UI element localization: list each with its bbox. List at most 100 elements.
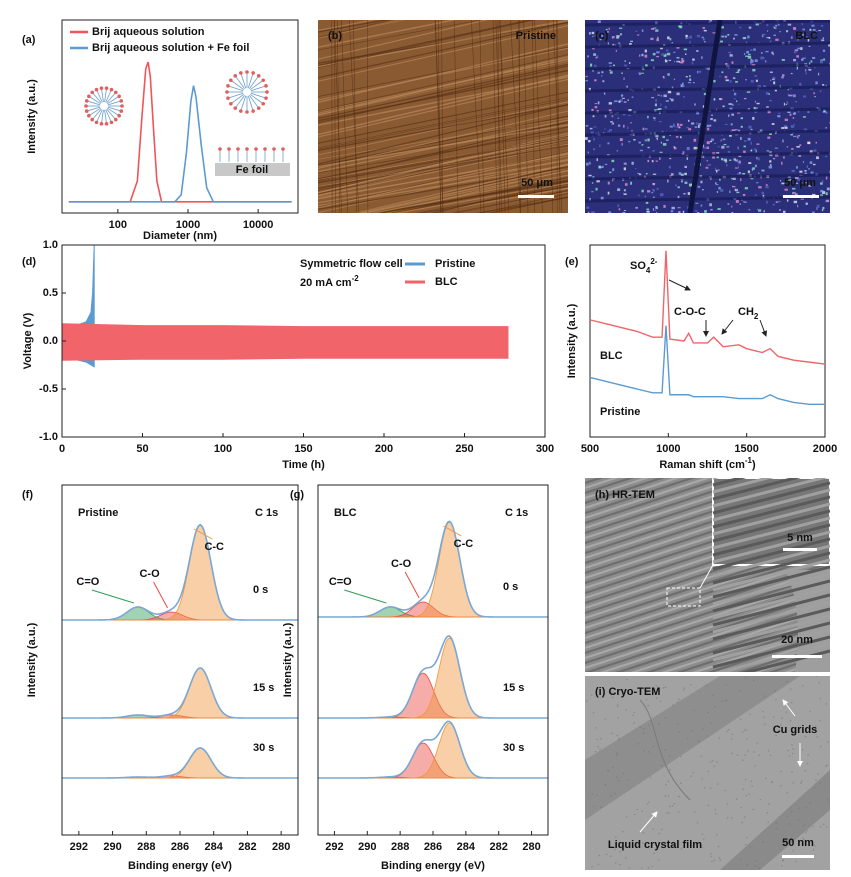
texture xyxy=(752,116,755,120)
texture xyxy=(682,210,685,213)
texture xyxy=(608,211,612,213)
time-label: 15 s xyxy=(253,682,274,694)
texture xyxy=(731,212,734,213)
surfactant xyxy=(227,85,244,92)
texture xyxy=(809,88,814,90)
head xyxy=(119,99,124,103)
texture xyxy=(762,85,767,87)
texture xyxy=(781,58,785,61)
x-tick-label: 290 xyxy=(358,841,376,853)
texture xyxy=(785,711,788,714)
texture xyxy=(585,253,830,333)
texture xyxy=(706,160,709,162)
texture xyxy=(616,754,619,757)
texture xyxy=(773,26,775,28)
texture xyxy=(585,478,666,505)
texture xyxy=(712,495,830,529)
texture xyxy=(735,798,738,801)
texture xyxy=(712,156,716,159)
texture xyxy=(779,179,782,182)
texture xyxy=(479,20,485,213)
texture xyxy=(651,28,655,30)
texture xyxy=(609,65,612,67)
texture xyxy=(733,92,737,96)
texture xyxy=(596,158,598,162)
text-part: -2 xyxy=(352,274,360,283)
texture xyxy=(591,191,594,193)
texture xyxy=(697,740,700,743)
texture xyxy=(628,140,631,143)
texture xyxy=(722,138,726,141)
texture xyxy=(619,863,621,866)
texture xyxy=(638,194,640,197)
texture xyxy=(318,65,568,124)
texture xyxy=(683,96,686,98)
texture xyxy=(318,20,483,51)
texture xyxy=(649,776,652,779)
texture xyxy=(820,24,824,27)
sample-label: BLC xyxy=(334,507,357,519)
component-label: C-O xyxy=(391,558,412,570)
texture xyxy=(587,211,590,213)
texture xyxy=(336,20,341,213)
texture xyxy=(809,150,813,154)
texture xyxy=(729,190,731,194)
texture xyxy=(588,139,591,143)
texture xyxy=(657,36,659,40)
surfactant xyxy=(250,92,267,99)
texture xyxy=(617,188,621,191)
texture xyxy=(608,62,613,64)
texture xyxy=(756,208,760,211)
texture xyxy=(790,133,793,136)
x-axis-label: Time (h) xyxy=(282,459,325,471)
texture xyxy=(737,146,739,150)
texture xyxy=(689,40,691,44)
texture xyxy=(675,136,679,138)
texture xyxy=(819,60,824,64)
texture xyxy=(712,614,830,648)
texture xyxy=(807,754,809,756)
texture xyxy=(655,160,658,162)
texture xyxy=(624,183,628,186)
texture xyxy=(626,778,629,781)
texture xyxy=(750,79,754,83)
texture xyxy=(644,49,647,53)
surfactant xyxy=(91,92,102,104)
texture xyxy=(763,723,766,726)
surfactant xyxy=(105,109,112,123)
texture xyxy=(804,169,807,172)
texture xyxy=(318,101,568,156)
texture xyxy=(743,150,746,154)
texture xyxy=(767,749,770,752)
texture xyxy=(746,863,748,866)
texture xyxy=(750,49,753,52)
time-label: 0 s xyxy=(503,581,518,593)
texture xyxy=(670,98,674,102)
texture xyxy=(626,85,628,88)
texture xyxy=(766,24,769,27)
texture xyxy=(686,157,689,160)
panel-label: (i) Cryo-TEM xyxy=(595,686,660,698)
texture xyxy=(635,167,637,170)
head xyxy=(251,109,255,113)
texture xyxy=(772,53,774,56)
texture xyxy=(723,158,727,162)
texture xyxy=(608,102,613,105)
texture xyxy=(667,179,669,183)
y-tick-label: 0.0 xyxy=(43,335,58,347)
head xyxy=(281,147,285,151)
annotation: SO42- xyxy=(630,257,658,275)
texture xyxy=(678,731,680,734)
texture xyxy=(723,143,727,146)
texture xyxy=(731,103,734,106)
texture xyxy=(613,102,615,104)
x-tick-label: 250 xyxy=(455,443,473,455)
texture xyxy=(734,188,739,192)
surfactant xyxy=(91,108,102,120)
texture xyxy=(738,165,740,169)
texture xyxy=(750,58,752,60)
texture xyxy=(793,59,796,62)
texture xyxy=(622,97,625,99)
texture xyxy=(788,94,790,97)
